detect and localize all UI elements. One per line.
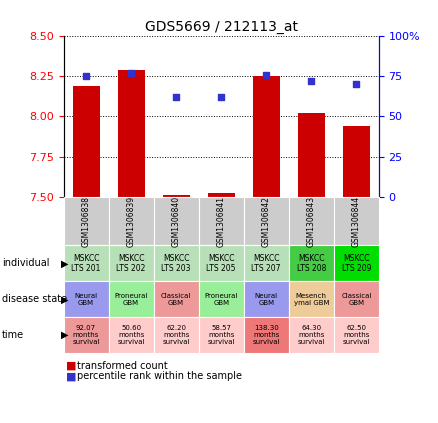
Text: 92.07
months
survival: 92.07 months survival	[72, 325, 100, 345]
Text: percentile rank within the sample: percentile rank within the sample	[77, 371, 242, 382]
Bar	[208, 193, 235, 197]
Text: Neural
GBM: Neural GBM	[254, 293, 278, 306]
Bar	[162, 195, 190, 197]
Text: MSKCC
LTS 209: MSKCC LTS 209	[342, 254, 371, 273]
Point	[218, 93, 225, 100]
Bar	[73, 86, 99, 197]
Text: GSM1306838: GSM1306838	[81, 195, 91, 247]
Bar	[298, 113, 325, 197]
Text: MSKCC
LTS 207: MSKCC LTS 207	[251, 254, 281, 273]
Text: GSM1306842: GSM1306842	[262, 195, 271, 247]
Point	[308, 77, 315, 84]
Point	[82, 73, 89, 80]
Text: MSKCC
LTS 203: MSKCC LTS 203	[161, 254, 191, 273]
Text: GSM1306843: GSM1306843	[307, 195, 316, 247]
Text: Neural
GBM: Neural GBM	[74, 293, 98, 306]
Text: ■: ■	[66, 371, 76, 382]
Point	[127, 69, 134, 76]
Text: Proneural
GBM: Proneural GBM	[205, 293, 238, 306]
Text: time: time	[2, 330, 25, 340]
Text: 58.57
months
survival: 58.57 months survival	[208, 325, 235, 345]
Bar	[117, 70, 145, 197]
Text: GSM1306841: GSM1306841	[217, 195, 226, 247]
Text: Classical
GBM: Classical GBM	[161, 293, 191, 306]
Text: 50.60
months
survival: 50.60 months survival	[117, 325, 145, 345]
Text: Mesench
ymal GBM: Mesench ymal GBM	[293, 293, 329, 306]
Text: disease state: disease state	[2, 294, 67, 304]
Text: GSM1306840: GSM1306840	[172, 195, 180, 247]
Text: 62.20
months
survival: 62.20 months survival	[162, 325, 190, 345]
Bar	[343, 126, 370, 197]
Point	[173, 93, 180, 100]
Text: ▶: ▶	[61, 294, 69, 304]
Text: individual: individual	[2, 258, 49, 268]
Text: ■: ■	[66, 361, 76, 371]
Text: Classical
GBM: Classical GBM	[341, 293, 371, 306]
Title: GDS5669 / 212113_at: GDS5669 / 212113_at	[145, 19, 298, 33]
Text: Proneural
GBM: Proneural GBM	[114, 293, 148, 306]
Text: MSKCC
LTS 202: MSKCC LTS 202	[117, 254, 146, 273]
Text: 62.50
months
survival: 62.50 months survival	[343, 325, 370, 345]
Text: MSKCC
LTS 205: MSKCC LTS 205	[206, 254, 236, 273]
Bar	[253, 76, 280, 197]
Text: ▶: ▶	[61, 258, 69, 268]
Point	[353, 81, 360, 88]
Text: 138.30
months
survival: 138.30 months survival	[252, 325, 280, 345]
Text: MSKCC
LTS 201: MSKCC LTS 201	[71, 254, 101, 273]
Text: MSKCC
LTS 208: MSKCC LTS 208	[297, 254, 326, 273]
Point	[263, 71, 270, 78]
Text: GSM1306839: GSM1306839	[127, 195, 136, 247]
Text: 64.30
months
survival: 64.30 months survival	[297, 325, 325, 345]
Text: ▶: ▶	[61, 330, 69, 340]
Text: transformed count: transformed count	[77, 361, 167, 371]
Text: GSM1306844: GSM1306844	[352, 195, 361, 247]
